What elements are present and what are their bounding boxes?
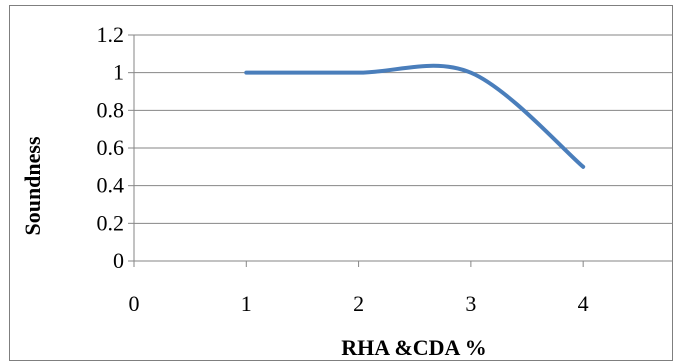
y-axis-title: Soundness [20,136,45,236]
axes [128,34,673,267]
x-axis-title: RHA &CDA % [341,335,486,360]
x-tick-label: 2 [353,291,364,316]
y-tick-label: 0.6 [97,135,125,160]
x-tick-label: 1 [241,291,252,316]
y-tick-label: 0.2 [97,210,125,235]
chart-frame [9,5,673,361]
series-line [244,63,586,169]
y-tick-label: 0 [113,248,124,273]
y-tick-label: 0.4 [97,173,125,198]
y-tick-label: 0.8 [97,97,125,122]
gridlines [134,34,673,224]
x-tick-label: 4 [578,291,589,316]
x-tick-label: 3 [465,291,476,316]
tick-labels: 0 0.2 0.4 0.6 0.8 1 1.2 0 1 2 3 4 [97,22,589,316]
y-tick-label: 1 [113,60,124,85]
y-tick-label: 1.2 [97,22,125,47]
series-layer [244,63,586,169]
x-tick-label: 0 [129,291,140,316]
